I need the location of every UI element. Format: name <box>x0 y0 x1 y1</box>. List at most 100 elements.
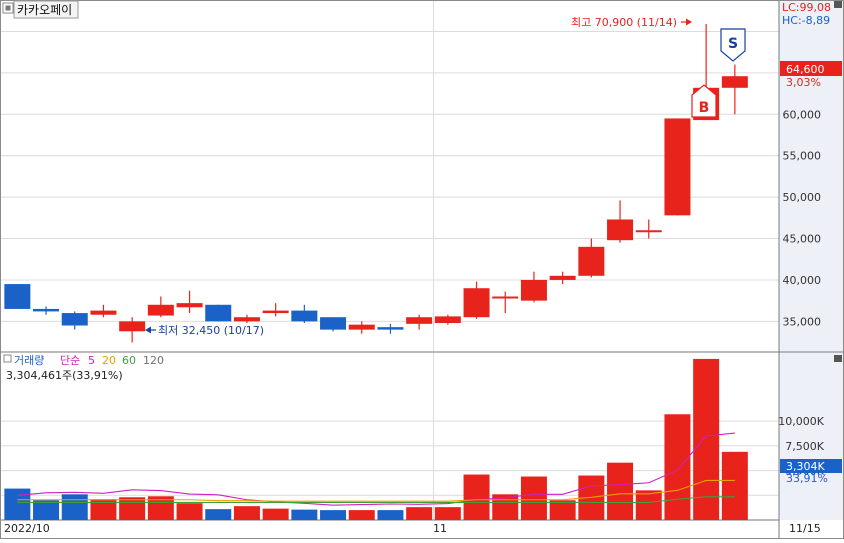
candle-body <box>492 296 519 299</box>
buy-marker-icon[interactable] <box>691 84 717 118</box>
candle-body <box>90 310 117 315</box>
candle-body <box>233 317 260 322</box>
candle-body <box>147 304 174 316</box>
candle-body <box>176 303 203 308</box>
stock-name-box[interactable] <box>13 0 79 19</box>
candle <box>262 303 289 317</box>
volume-bar <box>320 510 347 520</box>
candle-body <box>119 321 146 332</box>
x-label-end: 11/15 <box>789 522 821 535</box>
candle <box>147 296 174 318</box>
current-volume-pct: 33,91% <box>786 472 828 485</box>
price-tick-label: 35,000 <box>783 315 822 328</box>
candle-body <box>33 308 60 312</box>
menu-toggle-glyph <box>5 5 11 11</box>
candle-body <box>578 246 605 276</box>
price-tick-label: 50,000 <box>783 191 822 204</box>
volume-bar <box>520 476 547 520</box>
max-arrow-icon <box>686 18 692 26</box>
volume-tick-label: 10,000K <box>778 415 824 428</box>
candle <box>205 304 232 322</box>
volume-bar <box>4 488 31 520</box>
volume-bar <box>119 497 146 520</box>
current-volume-tag-label: 3,304K <box>786 460 825 473</box>
min-price-annotation: 최저 32,450 (10/17) <box>158 324 264 337</box>
legend-volume: 거래량 <box>14 354 44 367</box>
volume-bar <box>693 358 720 520</box>
candle <box>291 304 318 324</box>
volume-bar <box>90 499 117 520</box>
moving-average-layer <box>17 432 735 506</box>
candle <box>33 306 60 315</box>
volume-axis-background <box>779 352 844 520</box>
stock-name: 카카오페이 <box>17 3 72 17</box>
grid-layer <box>0 0 779 520</box>
current-price-tag <box>780 61 842 76</box>
sell-marker-icon[interactable] <box>720 28 746 62</box>
price-panel-close-icon[interactable] <box>834 1 842 8</box>
volume-menu-icon[interactable] <box>3 354 12 363</box>
candle-body <box>721 76 748 88</box>
legend-ma120: 120 <box>143 354 164 367</box>
price-axis-background <box>779 0 844 352</box>
candle <box>90 304 117 318</box>
volume-bar <box>348 510 375 520</box>
legend-ma-prefix: 단순 <box>60 354 80 367</box>
volume-bar <box>635 490 662 520</box>
candle-body <box>607 219 634 241</box>
candle <box>176 290 203 314</box>
candle-body <box>434 316 461 324</box>
legend-ma5: 5 <box>88 354 95 367</box>
candle-body <box>664 118 691 216</box>
candle-body <box>377 327 404 330</box>
candle <box>520 271 547 303</box>
candle <box>233 314 260 324</box>
volume-bar <box>406 507 433 520</box>
legend-ma60: 60 <box>122 354 136 367</box>
candle <box>434 314 461 325</box>
volume-layer <box>4 358 748 520</box>
candle <box>607 200 634 243</box>
hc-label: HC:-8,89 <box>782 14 830 27</box>
volume-bar <box>33 500 60 520</box>
sell-marker-label: S <box>728 36 738 52</box>
volume-tick-label: 7,500K <box>785 440 824 453</box>
current-price-label: 64,600 <box>786 63 825 76</box>
candle <box>721 64 748 115</box>
candle <box>492 291 519 314</box>
candle-body <box>262 310 289 314</box>
ma-line-5 <box>17 432 735 506</box>
candle <box>578 238 605 278</box>
candle <box>119 317 146 343</box>
change-pct-label: 3,03% <box>786 76 821 89</box>
candle-body <box>205 304 232 322</box>
x-label-start: 2022/10 <box>4 522 50 535</box>
candle <box>4 284 31 309</box>
candle <box>320 317 347 332</box>
volume-bar <box>463 474 490 520</box>
candle-body <box>549 275 576 280</box>
volume-bar <box>233 506 260 520</box>
candle-body <box>520 279 547 301</box>
volume-bar <box>262 508 289 520</box>
candle <box>348 321 375 334</box>
candle-body <box>406 317 433 324</box>
candle <box>664 118 691 216</box>
x-label-mid: 11 <box>433 522 447 535</box>
lc-label: LC:99,08 <box>782 1 831 14</box>
volume-bar <box>664 414 691 520</box>
panel-close-icon[interactable] <box>834 355 842 362</box>
legend-ma20: 20 <box>102 354 116 367</box>
volume-bar <box>721 451 748 520</box>
price-tick-label: 45,000 <box>783 233 822 246</box>
candle-layer <box>4 24 748 343</box>
price-tick-label: 60,000 <box>783 108 822 121</box>
price-tick-label: 55,000 <box>783 150 822 163</box>
volume-bar <box>434 507 461 520</box>
buy-marker-label: B <box>699 100 710 116</box>
candle-body <box>4 284 31 309</box>
candle-body <box>320 317 347 330</box>
candle-body <box>61 313 88 326</box>
